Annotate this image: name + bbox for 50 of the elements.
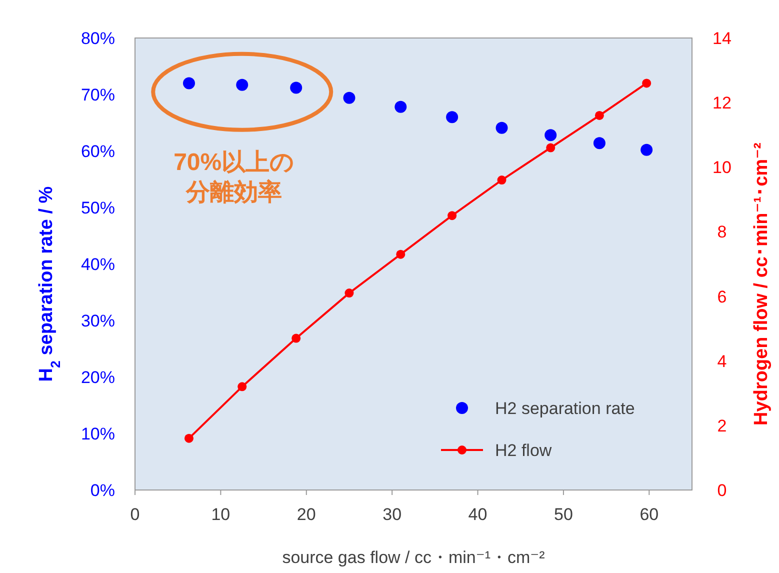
point bbox=[642, 78, 652, 88]
y2-tick-label: 4 bbox=[717, 352, 727, 371]
point bbox=[290, 82, 302, 94]
point bbox=[497, 176, 506, 185]
y-tick-label: 40% bbox=[80, 255, 115, 274]
x-tick-label: 60 bbox=[640, 505, 659, 524]
point bbox=[184, 434, 194, 443]
y-tick-label: 30% bbox=[80, 312, 115, 330]
y-tick-label: 80% bbox=[80, 29, 115, 48]
y-tick-label: 10% bbox=[80, 424, 115, 444]
y-tick-label: 20% bbox=[80, 368, 115, 387]
point bbox=[593, 137, 606, 150]
point bbox=[640, 144, 653, 156]
point bbox=[236, 78, 248, 91]
annotation: 分離効率 bbox=[185, 178, 282, 206]
annotation: 70%以上の bbox=[174, 148, 295, 176]
point bbox=[594, 110, 604, 120]
point bbox=[344, 288, 354, 298]
point bbox=[496, 122, 508, 134]
y2-tick-label: 10 bbox=[712, 158, 732, 178]
x-tick-label: 30 bbox=[382, 505, 402, 524]
y2-axis-title: Hydrogen flow / cc･min⁻¹･cm⁻² bbox=[751, 142, 772, 426]
point bbox=[446, 111, 458, 124]
y-tick-label: 50% bbox=[80, 198, 115, 218]
point bbox=[448, 211, 457, 220]
legend-label: H2 flow bbox=[495, 441, 552, 460]
y-tick-label: 70% bbox=[80, 86, 115, 104]
x-tick-label: 50 bbox=[554, 505, 573, 524]
x-axis-title: source gas flow / cc・min⁻¹・cm⁻² bbox=[282, 548, 546, 567]
point bbox=[394, 100, 407, 113]
x-tick-label: 0 bbox=[130, 505, 140, 524]
y2-tick-label: 14 bbox=[712, 29, 732, 48]
y-tick-label: 0% bbox=[90, 481, 115, 500]
y2-tick-label: 2 bbox=[717, 416, 727, 436]
y2-tick-label: 6 bbox=[717, 287, 727, 306]
y-tick-label: 60% bbox=[80, 142, 115, 161]
point bbox=[292, 334, 301, 343]
y2-tick-label: 12 bbox=[712, 94, 732, 113]
y2-tick-label: 8 bbox=[717, 222, 727, 242]
x-tick-label: 40 bbox=[468, 505, 488, 524]
x-tick-label: 20 bbox=[296, 505, 316, 524]
point bbox=[238, 382, 247, 392]
legend-label: H2 separation rate bbox=[495, 399, 635, 418]
x-tick-label: 10 bbox=[211, 505, 230, 524]
point bbox=[396, 250, 406, 259]
point bbox=[544, 129, 557, 142]
point bbox=[546, 143, 556, 152]
point bbox=[343, 92, 356, 104]
point bbox=[182, 77, 195, 90]
y2-tick-label: 0 bbox=[717, 481, 727, 500]
